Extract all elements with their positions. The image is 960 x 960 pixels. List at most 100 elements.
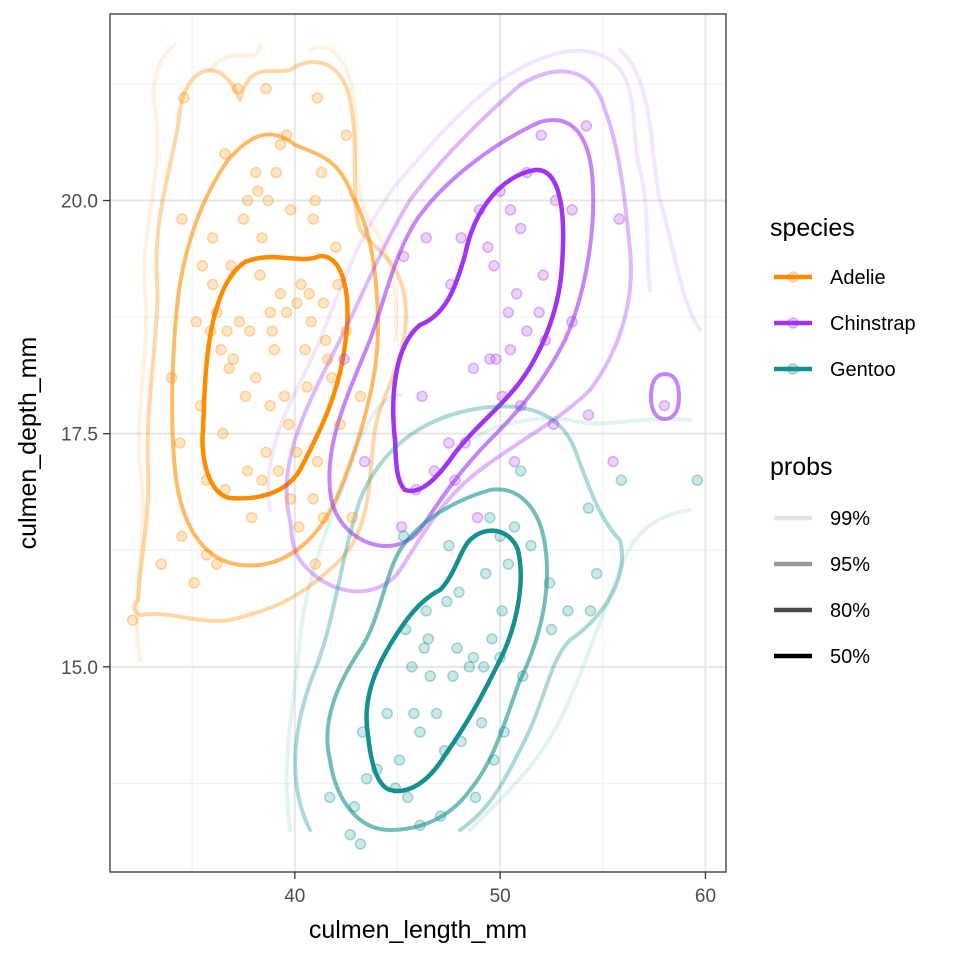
legend-item-gentoo: Gentoo xyxy=(774,359,896,381)
point-chinstrap xyxy=(496,390,508,403)
point-chinstrap xyxy=(488,260,500,272)
point-chinstrap xyxy=(502,306,515,319)
point-chinstrap xyxy=(582,409,595,421)
point-chinstrap xyxy=(420,232,432,244)
point-adelie xyxy=(219,148,231,160)
point-gentoo xyxy=(443,539,455,552)
legend-probs-items: 99% 95% 80% 50% xyxy=(774,508,870,668)
point-adelie xyxy=(190,316,202,328)
point-adelie xyxy=(178,92,190,104)
point-gentoo xyxy=(477,661,490,673)
contour-chinstrap-99 xyxy=(266,48,702,512)
point-adelie xyxy=(250,371,262,384)
point-gentoo xyxy=(508,521,521,533)
point-adelie xyxy=(206,232,219,244)
point-chinstrap xyxy=(449,474,461,487)
point-adelie xyxy=(307,213,320,225)
point-adelie xyxy=(217,427,229,440)
point-chinstrap xyxy=(473,204,486,216)
point-adelie xyxy=(252,185,264,197)
point-gentoo xyxy=(360,772,373,785)
point-gentoo xyxy=(469,791,482,804)
point-adelie xyxy=(317,511,330,524)
point-adelie xyxy=(326,371,338,384)
point-adelie xyxy=(340,129,352,141)
point-gentoo xyxy=(484,511,496,524)
point-chinstrap xyxy=(539,334,552,347)
point-gentoo xyxy=(406,661,418,673)
point-adelie xyxy=(250,166,262,179)
point-gentoo xyxy=(430,707,443,720)
point-adelie xyxy=(270,166,283,179)
point-adelie xyxy=(291,297,303,309)
point-gentoo xyxy=(408,707,420,720)
point-adelie xyxy=(346,511,359,524)
legend-item-adelie: Adelie xyxy=(774,267,886,289)
point-adelie xyxy=(176,213,188,225)
point-adelie xyxy=(155,558,168,570)
point-adelie xyxy=(196,260,209,272)
point-adelie xyxy=(334,418,346,431)
point-gentoo xyxy=(488,754,500,766)
point-adelie xyxy=(200,474,213,487)
point-chinstrap xyxy=(490,353,502,365)
point-gentoo xyxy=(393,754,406,766)
point-gentoo xyxy=(615,474,628,487)
legend-label: 50% xyxy=(830,646,870,668)
point-adelie xyxy=(165,371,178,384)
point-chinstrap xyxy=(416,390,428,403)
point-gentoo xyxy=(691,474,704,487)
point-adelie xyxy=(243,325,256,337)
legend-key-point xyxy=(787,363,799,375)
point-gentoo xyxy=(496,605,508,617)
point-gentoo xyxy=(463,661,476,673)
point-adelie xyxy=(260,82,272,95)
point-chinstrap xyxy=(358,455,371,468)
point-adelie xyxy=(260,446,272,459)
point-adelie xyxy=(340,325,352,337)
point-gentoo xyxy=(399,623,412,636)
point-gentoo xyxy=(582,502,595,515)
point-adelie xyxy=(223,362,235,375)
point-chinstrap xyxy=(535,129,547,141)
point-chinstrap xyxy=(514,399,527,412)
point-gentoo xyxy=(455,735,467,748)
point-chinstrap xyxy=(533,306,545,319)
point-adelie xyxy=(254,269,266,281)
x-tick-label: 40 xyxy=(284,886,305,907)
point-gentoo xyxy=(451,642,463,654)
point-adelie xyxy=(293,521,305,533)
point-adelie xyxy=(303,288,315,300)
point-gentoo xyxy=(480,567,492,580)
point-chinstrap xyxy=(494,185,506,197)
point-gentoo xyxy=(590,567,603,580)
point-gentoo xyxy=(438,745,451,757)
point-adelie xyxy=(233,316,246,328)
point-adelie xyxy=(194,399,207,412)
legend-key-point xyxy=(787,271,799,283)
point-gentoo xyxy=(424,670,437,682)
point-gentoo xyxy=(401,791,414,804)
point-adelie xyxy=(282,418,295,431)
legend-item-chinstrap: Chinstrap xyxy=(774,313,916,335)
point-gentoo xyxy=(545,623,558,636)
point-adelie xyxy=(264,306,276,319)
point-adelie xyxy=(211,306,223,319)
point-adelie xyxy=(268,343,281,356)
point-gentoo xyxy=(344,828,356,841)
point-chinstrap xyxy=(566,316,578,328)
point-gentoo xyxy=(323,791,336,804)
contour-chinstrap-95 xyxy=(284,69,633,594)
point-adelie xyxy=(330,241,342,253)
point-chinstrap xyxy=(338,353,350,365)
x-axis-title: culmen_length_mm xyxy=(309,916,527,944)
point-chinstrap xyxy=(547,418,560,431)
point-adelie xyxy=(219,483,231,496)
point-gentoo xyxy=(516,670,529,682)
y-tick-label: 15.0 xyxy=(61,658,98,679)
point-chinstrap xyxy=(397,250,410,263)
point-adelie xyxy=(280,129,293,141)
point-adelie xyxy=(211,558,223,570)
point-adelie xyxy=(256,474,268,487)
